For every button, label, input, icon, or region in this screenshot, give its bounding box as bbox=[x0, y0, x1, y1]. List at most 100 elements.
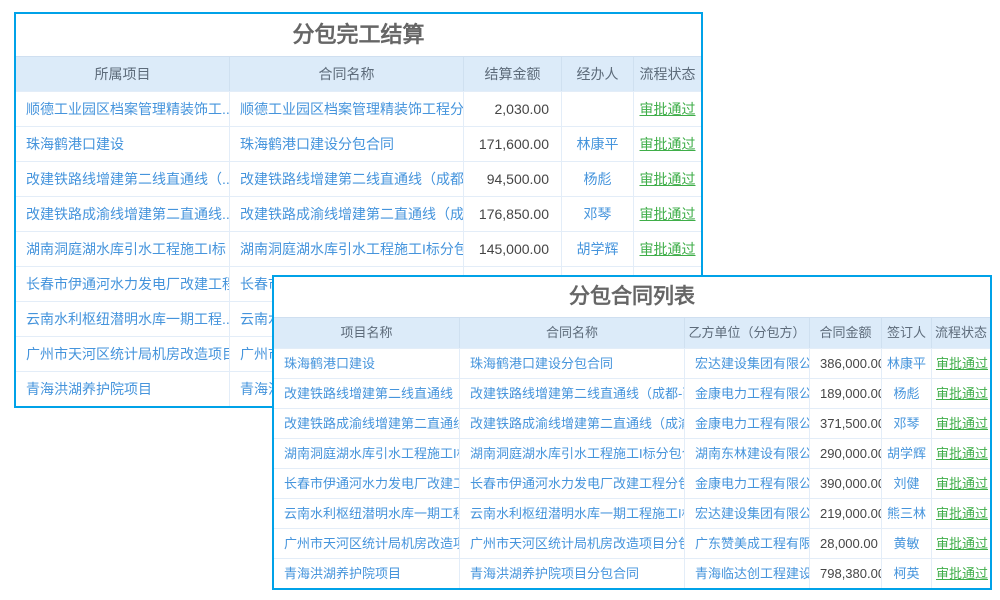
handler-link[interactable]: 杨彪 bbox=[562, 162, 634, 196]
status-link[interactable]: 审批通过 bbox=[639, 206, 696, 222]
project-link[interactable]: 改建铁路线增建第二线直通线（... bbox=[274, 379, 460, 408]
project-link[interactable]: 珠海鹤港口建设 bbox=[16, 127, 230, 161]
contract-table-panel: 分包合同列表 项目名称 合同名称 乙方单位（分包方） 合同金额 签订人 流程状态… bbox=[272, 275, 992, 590]
project-link[interactable]: 广州市天河区统计局机房改造项目 bbox=[16, 337, 230, 371]
table-row: 改建铁路线增建第二线直通线（... 改建铁路线增建第二线直通线（成都-西... … bbox=[274, 378, 990, 408]
column-header-project-name: 项目名称 bbox=[274, 318, 460, 348]
contract-link[interactable]: 改建铁路线增建第二线直通线（成都-... bbox=[230, 162, 464, 196]
status-link[interactable]: 审批通过 bbox=[936, 356, 989, 371]
column-header-handler: 经办人 bbox=[562, 57, 634, 91]
amount-cell: 219,000.00 bbox=[810, 499, 882, 528]
project-link[interactable]: 长春市伊通河水力发电厂改建工程 bbox=[16, 267, 230, 301]
settlement-table-title: 分包完工结算 bbox=[292, 22, 425, 47]
column-header-contract-amount: 合同金额 bbox=[810, 318, 882, 348]
amount-cell: 28,000.00 bbox=[810, 529, 882, 558]
status-link[interactable]: 审批通过 bbox=[936, 566, 989, 581]
table-row: 湖南洞庭湖水库引水工程施工I标 湖南洞庭湖水库引水工程施工I标分包... 145… bbox=[16, 231, 701, 266]
table-row: 云南水利枢纽潜明水库一期工程... 云南水利枢纽潜明水库一期工程施工I标... … bbox=[274, 498, 990, 528]
table-row: 改建铁路成渝线增建第二直通线... 改建铁路成渝线增建第二直通线（成... 17… bbox=[16, 196, 701, 231]
company-link[interactable]: 宏达建设集团有限公司 bbox=[685, 499, 810, 528]
contract-link[interactable]: 珠海鹤港口建设分包合同 bbox=[230, 127, 464, 161]
signer-link[interactable]: 熊三林 bbox=[882, 499, 932, 528]
amount-cell: 2,030.00 bbox=[464, 92, 562, 126]
status-link[interactable]: 审批通过 bbox=[639, 136, 696, 152]
contract-link[interactable]: 青海洪湖养护院项目分包合同 bbox=[460, 559, 685, 588]
column-header-project: 所属项目 bbox=[16, 57, 230, 91]
handler-link[interactable]: 林康平 bbox=[562, 127, 634, 161]
project-link[interactable]: 广州市天河区统计局机房改造项目 bbox=[274, 529, 460, 558]
amount-cell: 171,600.00 bbox=[464, 127, 562, 161]
company-link[interactable]: 宏达建设集团有限公司 bbox=[685, 349, 810, 378]
amount-cell: 290,000.00 bbox=[810, 439, 882, 468]
contract-table-title: 分包合同列表 bbox=[569, 285, 695, 308]
company-link[interactable]: 金康电力工程有限公司 bbox=[685, 469, 810, 498]
status-link[interactable]: 审批通过 bbox=[639, 171, 696, 187]
contract-link[interactable]: 改建铁路成渝线增建第二直通线（成渝... bbox=[460, 409, 685, 438]
table-row: 广州市天河区统计局机房改造项目 广州市天河区统计局机房改造项目分包... 广东赞… bbox=[274, 528, 990, 558]
settlement-table-panel: 分包完工结算 所属项目 合同名称 结算金额 经办人 流程状态 顺德工业园区档案管… bbox=[14, 12, 703, 408]
project-link[interactable]: 湖南洞庭湖水库引水工程施工I标 bbox=[274, 439, 460, 468]
project-link[interactable]: 青海洪湖养护院项目 bbox=[274, 559, 460, 588]
status-link[interactable]: 审批通过 bbox=[639, 101, 696, 117]
company-link[interactable]: 湖南东林建设有限公司 bbox=[685, 439, 810, 468]
amount-cell: 371,500.00 bbox=[810, 409, 882, 438]
project-link[interactable]: 云南水利枢纽潜明水库一期工程... bbox=[16, 302, 230, 336]
signer-link[interactable]: 黄敏 bbox=[882, 529, 932, 558]
signer-link[interactable]: 胡学辉 bbox=[882, 439, 932, 468]
table-row: 珠海鹤港口建设 珠海鹤港口建设分包合同 171,600.00 林康平 审批通过 bbox=[16, 126, 701, 161]
amount-cell: 390,000.00 bbox=[810, 469, 882, 498]
handler-link[interactable] bbox=[562, 92, 634, 126]
signer-link[interactable]: 柯英 bbox=[882, 559, 932, 588]
contract-link[interactable]: 顺德工业园区档案管理精装饰工程分... bbox=[230, 92, 464, 126]
column-header-contract: 合同名称 bbox=[230, 57, 464, 91]
amount-cell: 176,850.00 bbox=[464, 197, 562, 231]
project-link[interactable]: 顺德工业园区档案管理精装饰工... bbox=[16, 92, 230, 126]
status-link[interactable]: 审批通过 bbox=[936, 476, 989, 491]
table-row: 珠海鹤港口建设 珠海鹤港口建设分包合同 宏达建设集团有限公司 386,000.0… bbox=[274, 348, 990, 378]
amount-cell: 145,000.00 bbox=[464, 232, 562, 266]
project-link[interactable]: 长春市伊通河水力发电厂改建工程 bbox=[274, 469, 460, 498]
status-link[interactable]: 审批通过 bbox=[936, 506, 989, 521]
company-link[interactable]: 金康电力工程有限公司 bbox=[685, 409, 810, 438]
signer-link[interactable]: 林康平 bbox=[882, 349, 932, 378]
column-header-contract-name: 合同名称 bbox=[460, 318, 685, 348]
contract-link[interactable]: 改建铁路线增建第二线直通线（成都-西... bbox=[460, 379, 685, 408]
signer-link[interactable]: 邓琴 bbox=[882, 409, 932, 438]
table-row: 青海洪湖养护院项目 青海洪湖养护院项目分包合同 青海临达创工程建设... 798… bbox=[274, 558, 990, 588]
contract-link[interactable]: 云南水利枢纽潜明水库一期工程施工I标... bbox=[460, 499, 685, 528]
project-link[interactable]: 珠海鹤港口建设 bbox=[274, 349, 460, 378]
contract-link[interactable]: 珠海鹤港口建设分包合同 bbox=[460, 349, 685, 378]
company-link[interactable]: 青海临达创工程建设... bbox=[685, 559, 810, 588]
status-link[interactable]: 审批通过 bbox=[936, 416, 989, 431]
column-header-signer: 签订人 bbox=[882, 318, 932, 348]
amount-cell: 94,500.00 bbox=[464, 162, 562, 196]
contract-link[interactable]: 改建铁路成渝线增建第二直通线（成... bbox=[230, 197, 464, 231]
handler-link[interactable]: 胡学辉 bbox=[562, 232, 634, 266]
project-link[interactable]: 云南水利枢纽潜明水库一期工程... bbox=[274, 499, 460, 528]
column-header-status: 流程状态 bbox=[934, 325, 987, 340]
project-link[interactable]: 改建铁路线增建第二线直通线（... bbox=[16, 162, 230, 196]
status-link[interactable]: 审批通过 bbox=[639, 241, 696, 257]
table-row: 湖南洞庭湖水库引水工程施工I标 湖南洞庭湖水库引水工程施工I标分包合同 湖南东林… bbox=[274, 438, 990, 468]
contract-link[interactable]: 广州市天河区统计局机房改造项目分包... bbox=[460, 529, 685, 558]
project-link[interactable]: 改建铁路成渝线增建第二直通线... bbox=[274, 409, 460, 438]
table-row: 改建铁路成渝线增建第二直通线... 改建铁路成渝线增建第二直通线（成渝... 金… bbox=[274, 408, 990, 438]
amount-cell: 189,000.00 bbox=[810, 379, 882, 408]
signer-link[interactable]: 杨彪 bbox=[882, 379, 932, 408]
contract-link[interactable]: 湖南洞庭湖水库引水工程施工I标分包... bbox=[230, 232, 464, 266]
status-link[interactable]: 审批通过 bbox=[936, 446, 989, 461]
handler-link[interactable]: 邓琴 bbox=[562, 197, 634, 231]
project-link[interactable]: 青海洪湖养护院项目 bbox=[16, 372, 230, 406]
contract-link[interactable]: 长春市伊通河水力发电厂改建工程分包... bbox=[460, 469, 685, 498]
status-link[interactable]: 审批通过 bbox=[936, 536, 989, 551]
signer-link[interactable]: 刘健 bbox=[882, 469, 932, 498]
column-header-company: 乙方单位（分包方） bbox=[685, 318, 810, 348]
project-link[interactable]: 湖南洞庭湖水库引水工程施工I标 bbox=[16, 232, 230, 266]
table-row: 长春市伊通河水力发电厂改建工程 长春市伊通河水力发电厂改建工程分包... 金康电… bbox=[274, 468, 990, 498]
company-link[interactable]: 金康电力工程有限公司 bbox=[685, 379, 810, 408]
status-link[interactable]: 审批通过 bbox=[936, 386, 989, 401]
company-link[interactable]: 广东赞美成工程有限... bbox=[685, 529, 810, 558]
project-link[interactable]: 改建铁路成渝线增建第二直通线... bbox=[16, 197, 230, 231]
contract-link[interactable]: 湖南洞庭湖水库引水工程施工I标分包合同 bbox=[460, 439, 685, 468]
